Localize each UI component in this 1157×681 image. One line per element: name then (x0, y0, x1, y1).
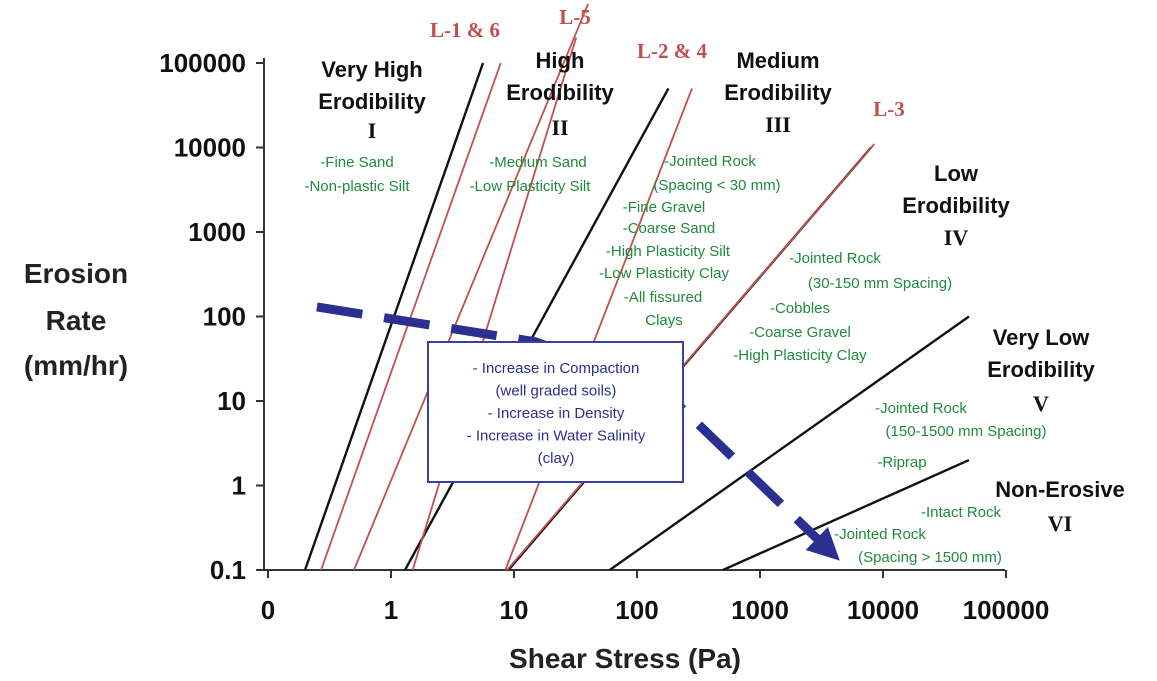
red-line-label: L-5 (559, 5, 591, 29)
zone-material: (30-150 mm Spacing) (808, 275, 952, 292)
x-tick-label: 10 (500, 595, 529, 625)
zone-material: (150-1500 mm Spacing) (886, 423, 1047, 440)
zone-material: Clays (645, 312, 683, 329)
zone-title: Low (934, 161, 979, 186)
boundary-line (722, 458, 970, 570)
red-line (353, 3, 589, 571)
zone-material: -Coarse Sand (623, 220, 716, 237)
zone-material: -Non-plastic Silt (304, 178, 410, 195)
zone-labels: Very High Erodibility I -Fine Sand -Non-plas… (304, 48, 1124, 566)
zone-material: -High Plasticity Silt (606, 243, 731, 260)
x-tick-label: 0 (261, 595, 275, 625)
y-axis-title-line: Erosion (24, 258, 128, 289)
zone-material: -Jointed Rock (875, 400, 967, 417)
x-tick-label: 1 (384, 595, 398, 625)
y-axis-title-line: Rate (46, 305, 107, 336)
zone-numeral: I (368, 118, 377, 143)
zone-material: -Cobbles (770, 300, 830, 317)
zone-material: -Medium Sand (489, 154, 587, 171)
zone-material: -Jointed Rock (789, 250, 881, 267)
zone-title: Erodibility (902, 193, 1010, 218)
y-tick-label: 100000 (159, 48, 246, 78)
annotation-box-line: (well graded soils) (496, 383, 617, 400)
y-tick-label: 10000 (174, 133, 246, 163)
zone-title: Very Low (993, 325, 1090, 350)
red-line-label: L-2 & 4 (637, 39, 707, 63)
zone-material: -Fine Sand (320, 154, 393, 171)
zone-material: -Coarse Gravel (749, 324, 851, 341)
y-tick-label: 1000 (188, 217, 246, 247)
zone-title: Very High (321, 57, 422, 82)
zone-title: Medium (736, 48, 819, 73)
x-tick-label: 1000 (731, 595, 789, 625)
y-tick-label: 0.1 (210, 555, 246, 585)
annotation-box: - Increase in Compaction (well graded soi… (427, 341, 684, 483)
zone-material: -High Plasticity Clay (733, 347, 867, 364)
annotation-box-line: (clay) (538, 450, 575, 467)
zone-material: -Jointed Rock (834, 526, 926, 543)
x-tick-label: 10000 (847, 595, 919, 625)
y-tick-label: 1 (232, 471, 246, 501)
zone-numeral: V (1033, 391, 1049, 416)
zone-title: Erodibility (987, 357, 1095, 382)
red-line (320, 62, 502, 571)
annotation-box-line: - Increase in Density (488, 405, 625, 422)
red-line (504, 88, 693, 571)
zone-material: -Low Plasticity Clay (599, 265, 730, 282)
trend-arrow-head (805, 526, 840, 561)
zone-title: High (536, 48, 585, 73)
zone-material: -Low Plasticity Silt (470, 178, 592, 195)
red-line-label: L-1 & 6 (430, 18, 500, 42)
zone-material: -Riprap (877, 454, 926, 471)
zone-material: (Spacing > 1500 mm) (858, 549, 1002, 566)
zone-material: -Intact Rock (921, 504, 1002, 521)
zone-numeral: II (551, 115, 568, 140)
zone-material: -All fissured (624, 289, 702, 306)
zone-title: Erodibility (318, 89, 426, 114)
zone-material: -Fine Gravel (623, 199, 706, 216)
annotation-box-line: - Increase in Water Salinity (467, 428, 646, 445)
zone-material: -Jointed Rock (664, 153, 756, 170)
x-tick-label: 100000 (963, 595, 1050, 625)
y-axis-title-line: (mm/hr) (24, 350, 128, 381)
red-line-labels: L-1 & 6 L-5 L-2 & 4 L-3 (430, 5, 905, 121)
x-axis-title: Shear Stress (Pa) (509, 643, 741, 674)
boundary-line (403, 87, 670, 570)
annotation-box-frame (427, 341, 684, 483)
zone-numeral: VI (1048, 511, 1072, 536)
red-line (506, 143, 876, 571)
y-tick-label: 100 (203, 302, 246, 332)
zone-title: Erodibility (506, 80, 614, 105)
axes: 0.1 1 10 100 1000 10000 100000 0 1 10 100 1000 10000… (24, 48, 1050, 674)
zone-material: (Spacing < 30 mm) (653, 177, 780, 194)
zone-title: Non-Erosive (995, 477, 1125, 502)
zone-numeral: III (765, 112, 791, 137)
x-tick-label: 100 (615, 595, 658, 625)
red-line-label: L-3 (873, 97, 905, 121)
zone-numeral: IV (944, 225, 969, 250)
y-tick-label: 10 (217, 386, 246, 416)
annotation-box-line: - Increase in Compaction (473, 360, 640, 377)
boundary-line (609, 315, 970, 570)
zone-title: Erodibility (724, 80, 832, 105)
